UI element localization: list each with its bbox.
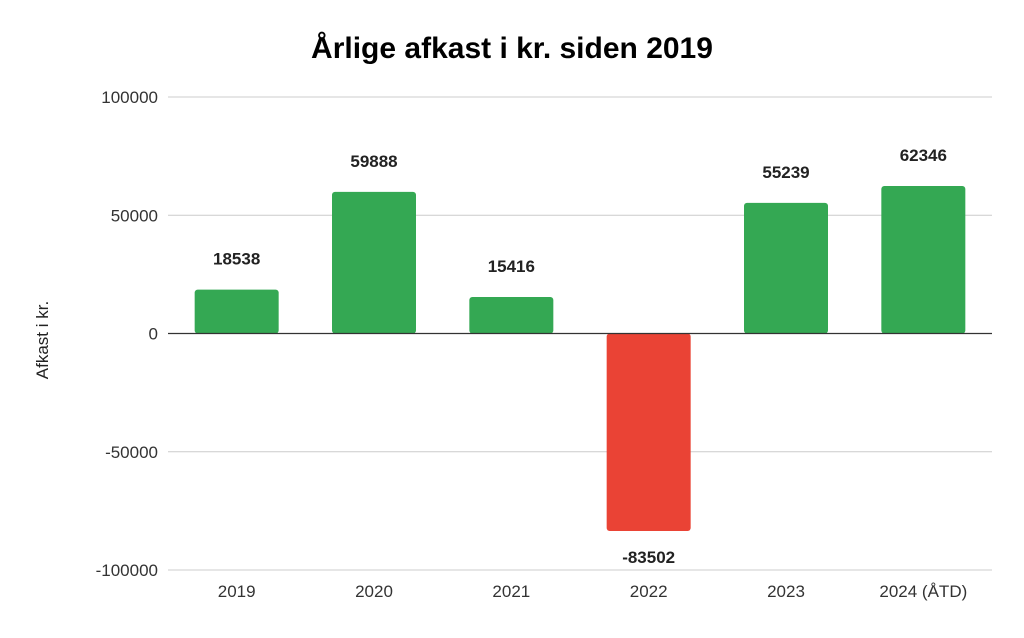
- bar-2020: [332, 191, 416, 334]
- bar-2019: [194, 289, 279, 334]
- y-tick-label: 100000: [101, 88, 158, 107]
- y-axis-label: Afkast i kr.: [33, 301, 52, 379]
- x-tick-label: 2020: [355, 582, 393, 601]
- y-axis-ticks: 100000 50000 0 -50000 -100000: [96, 88, 158, 580]
- x-tick-label: 2023: [767, 582, 805, 601]
- x-tick-label: 2019: [218, 582, 256, 601]
- bar-2024: [881, 186, 966, 334]
- x-tick-label: 2024 (ÅTD): [879, 582, 967, 601]
- x-axis-ticks: 2019 2020 2021 2022 2023 2024 (ÅTD): [218, 582, 968, 601]
- y-tick-label: -100000: [96, 561, 158, 580]
- data-label: 59888: [350, 152, 397, 171]
- data-label: 62346: [900, 146, 947, 165]
- grid-lines: [168, 96, 992, 571]
- data-label: 15416: [488, 257, 535, 276]
- bar-2022: [606, 333, 691, 531]
- chart-title: Årlige afkast i kr. siden 2019: [311, 32, 713, 65]
- data-label: 18538: [213, 250, 260, 269]
- data-label: 55239: [762, 163, 809, 182]
- data-labels: 18538 59888 15416 -83502 55239 62346: [213, 146, 947, 567]
- y-tick-label: -50000: [105, 443, 158, 462]
- data-label: -83502: [622, 548, 675, 567]
- x-tick-label: 2022: [630, 582, 668, 601]
- x-tick-label: 2021: [492, 582, 530, 601]
- bar-2021: [469, 297, 554, 334]
- bar-2023: [744, 202, 828, 334]
- bars: [194, 186, 966, 531]
- y-tick-label: 0: [149, 325, 158, 344]
- y-tick-label: 50000: [111, 206, 158, 225]
